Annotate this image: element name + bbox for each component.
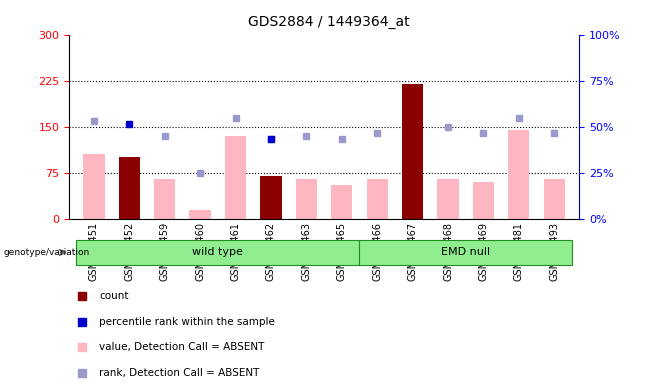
Bar — [76, 240, 359, 265]
Bar — [544, 179, 565, 219]
Bar — [359, 240, 572, 265]
Text: genotype/variation: genotype/variation — [3, 248, 89, 257]
Text: value, Detection Call = ABSENT: value, Detection Call = ABSENT — [99, 343, 265, 353]
Bar — [367, 179, 388, 219]
Bar — [118, 157, 140, 219]
Bar — [473, 182, 494, 219]
Bar — [154, 179, 175, 219]
Bar — [190, 210, 211, 219]
Bar — [225, 136, 246, 219]
Text: wild type: wild type — [192, 247, 243, 258]
Bar — [331, 185, 353, 219]
Text: GDS2884 / 1449364_at: GDS2884 / 1449364_at — [248, 15, 410, 29]
Bar — [402, 84, 423, 219]
Bar — [84, 154, 105, 219]
Text: count: count — [99, 291, 128, 301]
Bar — [261, 179, 282, 219]
Bar — [508, 130, 530, 219]
Bar — [438, 179, 459, 219]
Text: rank, Detection Call = ABSENT: rank, Detection Call = ABSENT — [99, 368, 259, 378]
Text: percentile rank within the sample: percentile rank within the sample — [99, 317, 275, 327]
Bar — [295, 179, 317, 219]
Bar — [261, 176, 282, 219]
Text: EMD null: EMD null — [441, 247, 490, 258]
